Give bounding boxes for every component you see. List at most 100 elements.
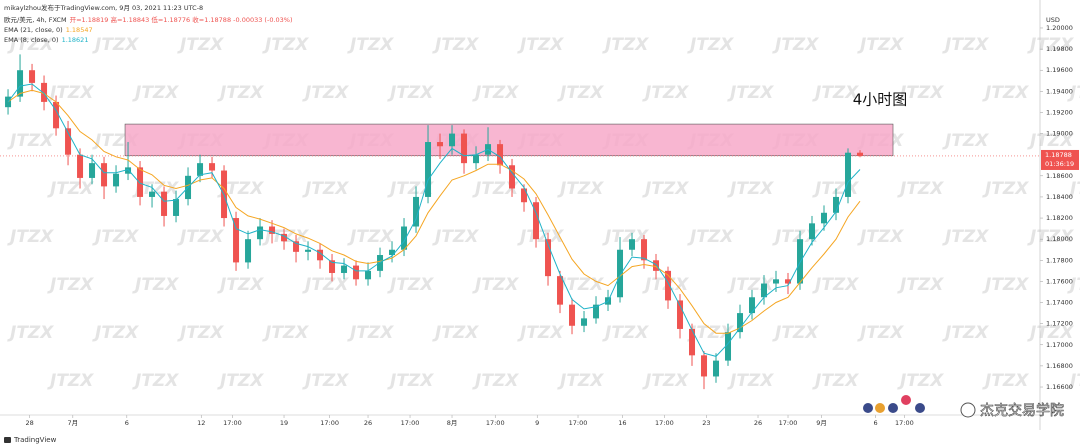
ema-line [7,83,861,357]
candle-body [437,142,444,147]
y-tick-label: 1.19600 [1046,66,1073,74]
watermark: JTZX [92,227,139,247]
y-tick-label: 1.19800 [1046,45,1073,53]
annotation: 4小时图 [853,91,908,109]
watermark: JTZX [132,83,179,103]
badge [875,403,885,413]
candle-body [149,191,156,197]
candle-body [545,239,552,277]
badge [915,403,925,413]
ema8-legend: EMA (8, close, 0) 1.18621 [4,36,88,44]
watermark: JTZX [642,83,689,103]
y-tick-label: 1.17400 [1046,299,1073,307]
y-tick-label: 1.17600 [1046,277,1073,285]
x-tick-label: 17:00 [655,419,674,427]
candle-body [17,70,24,97]
candle-body [677,300,684,329]
watermark: JTZX [47,179,94,199]
x-tick-label: 28 [25,419,33,427]
watermark: JTZX [92,35,139,55]
candle-body [761,283,768,298]
watermark: JTZX [982,275,1029,295]
watermark: JTZX [642,179,689,199]
candle-body [497,144,504,166]
watermark: JTZX [47,371,94,391]
watermark: JTZX [432,35,479,55]
candle-body [197,163,204,176]
watermark: JTZX [387,83,434,103]
watermark: JTZX [727,179,774,199]
watermark: JTZX [812,275,859,295]
symbol: 欧元/美元, 4h, FXCM 开=1.18819 高=1.18843 低=1.1… [4,15,293,24]
watermark: JTZX [602,35,649,55]
x-tick-label: 23 [702,419,710,427]
watermark: JTZX [557,275,604,295]
watermark: JTZX [177,323,224,343]
watermark: JTZX [942,323,989,343]
watermark: JTZX [727,83,774,103]
watermark: JTZX [942,131,989,151]
candle-body [581,318,588,326]
watermark: JTZX [132,275,179,295]
badge [863,403,873,413]
candle-body [773,279,780,284]
x-tick-label: 12 [197,419,205,427]
x-tick-label: 17:00 [569,419,588,427]
candle-body [77,154,84,178]
watermark: JTZX [602,323,649,343]
watermark: JTZX [1027,323,1074,343]
axis-unit: USD [1046,16,1060,24]
symbol-name: 欧元/美元, 4h, FXCM [4,15,67,24]
x-tick-label: 17:00 [401,419,420,427]
y-tick-label: 1.18600 [1046,172,1073,180]
candle-body [629,239,636,250]
watermark: JTZX [302,179,349,199]
y-tick-label: 1.18400 [1046,193,1073,201]
watermark: JTZX [132,371,179,391]
logo-text: TradingView [13,436,57,444]
badge [901,395,911,405]
candle-body [101,163,108,187]
watermark: JTZX [302,371,349,391]
candle-body [617,249,624,298]
watermark: JTZX [432,323,479,343]
candle-body [821,212,828,224]
watermark: JTZX [387,371,434,391]
candle-body [653,260,660,271]
watermark: JTZX [7,35,54,55]
watermark: JTZX [557,179,604,199]
watermark: JTZX [687,227,734,247]
watermark: JTZX [472,179,519,199]
x-tick-label: 6 [125,419,129,427]
watermark: JTZX [1027,131,1074,151]
watermark: JTZX [812,83,859,103]
candle-body [317,249,324,261]
legend-value: 1.18621 [62,36,89,44]
watermark: JTZX [772,227,819,247]
watermark: JTZX [1027,227,1074,247]
badge [888,403,898,413]
candle-body [233,218,240,263]
x-tick-label: 8月 [447,419,458,427]
candle-body [809,223,816,240]
candle-body [569,304,576,326]
watermark: JTZX [302,275,349,295]
y-tick-label: 1.18000 [1046,235,1073,243]
watermark: JTZX [1067,371,1080,391]
x-tick-label: 6 [874,419,878,427]
ohlc: 开=1.18819 高=1.18843 低=1.18776 收=1.18788 … [70,15,293,24]
watermark: JTZX [262,35,309,55]
candle-body [41,82,48,102]
watermark: JTZX [47,83,94,103]
y-tick-label: 1.19200 [1046,108,1073,116]
candle-body [857,152,864,156]
watermark: JTZX [472,371,519,391]
candle-body [257,226,264,240]
watermark: JTZX [347,323,394,343]
x-tick-label: 26 [754,419,762,427]
watermark: JTZX [302,83,349,103]
candle-body [269,226,276,234]
candle-body [737,313,744,333]
watermark: JTZX [517,227,564,247]
